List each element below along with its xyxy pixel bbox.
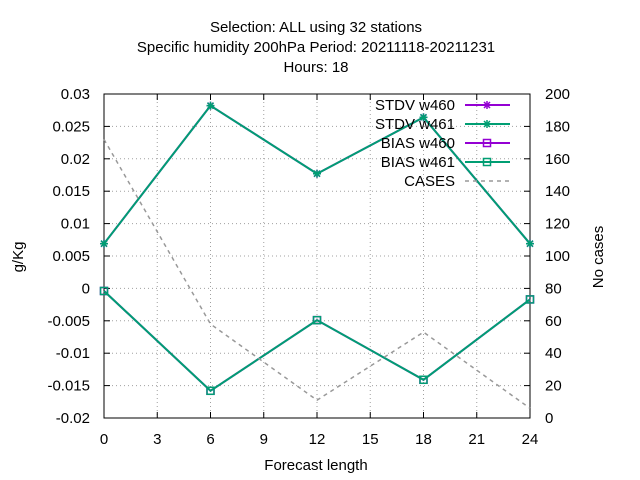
series-line-cases <box>103 138 531 409</box>
y2-axis-label: No cases <box>590 226 607 289</box>
x-tick-label: 6 <box>206 431 214 448</box>
y-tick-label: 0.03 <box>61 86 90 103</box>
point-marker-star <box>100 239 108 248</box>
y-tick-label: -0.01 <box>56 345 90 362</box>
point-marker-square <box>419 375 428 385</box>
legend-label-stdv-w461: STDV w461 <box>375 116 455 133</box>
point-marker-square <box>482 138 492 148</box>
x-tick-label: 15 <box>362 431 379 448</box>
y2-tick-label: 120 <box>545 216 570 233</box>
axes <box>103 93 531 419</box>
point-marker-square <box>99 286 109 296</box>
y-tick-label: 0.005 <box>52 248 90 265</box>
y2-tick-label: 40 <box>545 345 562 362</box>
point-marker-star <box>483 120 491 128</box>
legend: STDV w460 STDV w461 BIAS w460 BIAS w461 CASE… <box>375 97 510 190</box>
x-tick-label: 0 <box>100 431 108 448</box>
title-line-1: Selection: ALL using 32 stations <box>210 19 422 36</box>
y-tick-label: -0.02 <box>56 410 90 427</box>
x-tick-label: 21 <box>468 431 485 448</box>
title-line-3: Hours: 18 <box>283 59 348 76</box>
point-marker-star <box>483 101 491 109</box>
y2-tick-label: 80 <box>545 280 562 297</box>
legend-label-bias-w461: BIAS w461 <box>381 154 455 171</box>
y-tick-label: 0 <box>82 280 90 297</box>
point-marker-star <box>419 113 428 122</box>
legend-label-stdv-w460: STDV w460 <box>375 97 455 114</box>
point-marker-square <box>312 315 322 325</box>
y-axis-label: g/Kg <box>10 242 27 273</box>
series-line-bias-w461 <box>103 290 531 393</box>
title-line-2: Specific humidity 200hPa Period: 2021111… <box>137 39 495 56</box>
y2-tick-label: 20 <box>545 378 562 395</box>
y-tick-label: 0.02 <box>61 151 90 168</box>
y2-tick-label: 160 <box>545 151 570 168</box>
y-tick-label: 0.015 <box>52 183 90 200</box>
point-marker-square <box>206 386 215 396</box>
x-axis-label: Forecast length <box>264 457 367 474</box>
y2-tick-label: 200 <box>545 86 570 103</box>
y2-tick-label: 180 <box>545 118 570 135</box>
series-layer <box>99 101 535 409</box>
y-tick-label: -0.015 <box>47 378 90 395</box>
legend-label-cases: CASES <box>404 173 455 190</box>
y-tick-label: 0.01 <box>61 216 90 233</box>
point-marker-star <box>206 101 215 110</box>
y-tick-label: -0.005 <box>47 313 90 330</box>
y2-tick-label: 140 <box>545 183 570 200</box>
y2-tick-label: 60 <box>545 313 562 330</box>
y2-tick-label: 0 <box>545 410 553 427</box>
y2-tick-label: 100 <box>545 248 570 265</box>
x-tick-label: 9 <box>260 431 268 448</box>
series-line-bias-w460 <box>103 290 531 393</box>
x-tick-label: 24 <box>522 431 539 448</box>
tick-labels: 0 3 6 9 12 15 18 21 24 0.03 0.025 0.02 0.015 0.01 0.00… <box>47 86 570 448</box>
point-marker-star <box>313 169 321 178</box>
chart-title: Selection: ALL using 32 stations Specifi… <box>137 19 495 76</box>
y-tick-label: 0.025 <box>52 118 90 135</box>
x-tick-label: 18 <box>415 431 432 448</box>
point-marker-star <box>526 239 534 248</box>
point-marker-square <box>482 157 492 167</box>
point-marker-square <box>525 295 535 304</box>
x-tick-label: 12 <box>309 431 326 448</box>
legend-label-bias-w460: BIAS w460 <box>381 135 455 152</box>
x-tick-label: 3 <box>153 431 161 448</box>
